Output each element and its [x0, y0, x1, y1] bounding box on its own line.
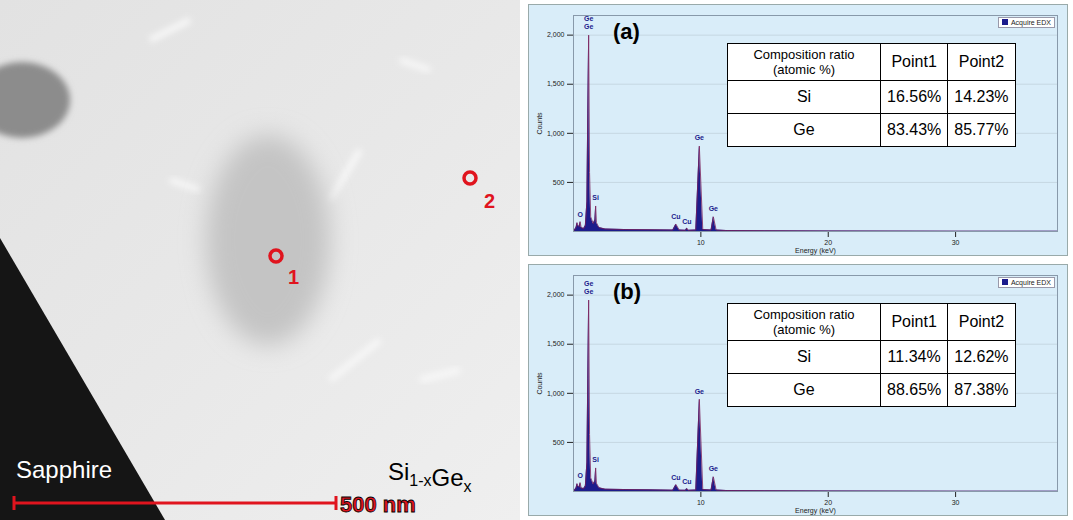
html-text:88.65%: 88.65% [887, 381, 942, 398]
svg-text:20: 20 [824, 239, 832, 246]
svg-text:1: 1 [288, 266, 299, 288]
svg-text:30: 30 [952, 499, 960, 506]
svg-text:Energy (keV): Energy (keV) [795, 507, 836, 515]
html-text:Composition ratio (atomic %): Composition ratio (atomic %) [753, 307, 855, 337]
html-text:Point2: Point2 [958, 53, 1005, 70]
html-text:Si: Si [796, 348, 812, 365]
svg-text:20: 20 [824, 499, 832, 506]
html-text:Composition ratio (atomic %): Composition ratio (atomic %) [753, 47, 855, 77]
svg-text:Energy (keV): Energy (keV) [795, 247, 836, 255]
html-text:16.56%: 16.56% [887, 88, 942, 105]
svg-text:Cu: Cu [671, 213, 680, 220]
html-text:12.62%: 12.62% [954, 348, 1009, 365]
html-text:Point2: Point2 [958, 313, 1005, 330]
html-text:(a): (a) [613, 19, 640, 44]
html-text:83.43%: 83.43% [887, 121, 942, 138]
svg-text:1,500: 1,500 [547, 80, 565, 87]
html-text:Ge: Ge [793, 381, 815, 398]
svg-text:1,500: 1,500 [547, 340, 565, 347]
svg-text:2: 2 [484, 190, 495, 212]
svg-text:10: 10 [697, 239, 705, 246]
svg-text:Ge: Ge [584, 288, 593, 295]
svg-text:30: 30 [952, 239, 960, 246]
html-text:14.23%: 14.23% [954, 88, 1009, 105]
html-text:Si: Si [796, 88, 812, 105]
html-text:Point1: Point1 [891, 313, 937, 330]
svg-text:10: 10 [697, 499, 705, 506]
svg-text:500: 500 [553, 179, 565, 186]
svg-text:Ge: Ge [709, 465, 718, 472]
svg-text:Cu: Cu [682, 478, 691, 485]
html-text:Acquire EDX: Acquire EDX [1010, 19, 1051, 26]
html-text:Acquire EDX: Acquire EDX [1010, 279, 1051, 286]
svg-text:2,000: 2,000 [547, 31, 565, 38]
svg-text:Sapphire: Sapphire [16, 456, 112, 483]
svg-text:Ge: Ge [584, 23, 593, 30]
svg-text:500: 500 [553, 439, 565, 446]
svg-text:Ge: Ge [695, 134, 704, 141]
svg-text:Cu: Cu [682, 218, 691, 225]
svg-text:Ge: Ge [695, 388, 704, 395]
svg-text:1,000: 1,000 [547, 130, 565, 137]
svg-text:Ge: Ge [709, 205, 718, 212]
html-text:85.77%: 85.77% [954, 121, 1009, 138]
svg-text:1,000: 1,000 [547, 390, 565, 397]
svg-text:Ge: Ge [584, 14, 594, 22]
svg-text:Si: Si [592, 194, 599, 201]
html-text:87.38%: 87.38% [954, 381, 1009, 398]
svg-text:O: O [577, 472, 583, 479]
html-text:Ge: Ge [793, 121, 815, 138]
svg-text:Cu: Cu [671, 474, 680, 481]
html-text:11.34%: 11.34% [887, 348, 941, 365]
svg-text:O: O [577, 211, 583, 218]
svg-text:Ge: Ge [584, 280, 593, 287]
svg-text:2,000: 2,000 [547, 291, 565, 298]
svg-text:Si1-xGex: Si1-xGex [388, 458, 472, 495]
svg-text:Counts: Counts [536, 112, 543, 135]
svg-text:Counts: Counts [536, 372, 543, 395]
html-text:Point1: Point1 [891, 53, 937, 70]
svg-text:500 nm: 500 nm [340, 492, 416, 517]
svg-text:Si: Si [592, 456, 599, 463]
html-text:(b): (b) [613, 279, 642, 304]
